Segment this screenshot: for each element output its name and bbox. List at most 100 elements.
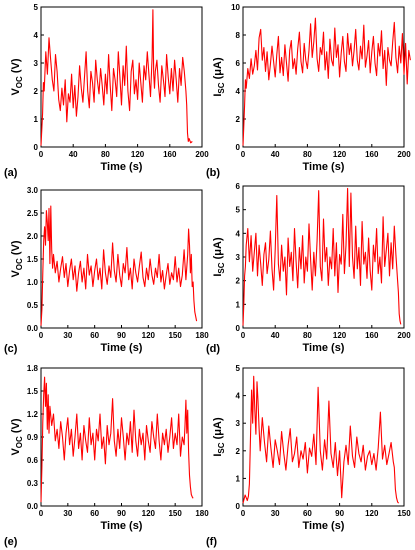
chart-panel: 0 30 60 90 120 150 180 0.0 0.3 0.6 0.9 1.2 1.5 1.8 Tim… <box>4 364 209 548</box>
series-line <box>242 375 400 504</box>
y-tick-label: 0.0 <box>27 324 39 333</box>
series-line <box>242 187 402 326</box>
y-tick-label: 3 <box>236 419 241 428</box>
y-tick-label: 0 <box>34 143 39 152</box>
x-tick-label: 120 <box>365 509 379 518</box>
y-tick-label: 3 <box>236 253 241 262</box>
x-tick-label: 200 <box>397 150 411 159</box>
y-tick-label: 0.9 <box>27 433 39 442</box>
x-tick-label: 90 <box>117 509 126 518</box>
panel-label: (a) <box>4 167 18 179</box>
chart-panel: 0 40 80 120 160 200 0 1 2 3 4 5 Time (s) VOC (V) (a) <box>4 3 209 179</box>
x-tick-label: 30 <box>271 509 280 518</box>
y-tick-label: 0 <box>236 324 241 333</box>
panel-label: (c) <box>4 343 18 355</box>
y-tick-label: 4 <box>236 87 241 96</box>
y-tick-label: 2.5 <box>27 209 39 218</box>
x-tick-label: 90 <box>117 331 126 340</box>
x-tick-label: 120 <box>142 331 156 340</box>
x-axis-title: Time (s) <box>101 520 143 532</box>
x-tick-label: 30 <box>63 509 72 518</box>
x-tick-label: 40 <box>271 150 280 159</box>
y-tick-label: 2 <box>34 87 39 96</box>
y-tick-label: 2.0 <box>27 232 39 241</box>
y-tick-label: 0 <box>236 502 241 511</box>
x-tick-label: 160 <box>163 150 177 159</box>
panel-label: (e) <box>4 536 18 548</box>
chart-panel: 0 30 60 90 120 150 180 0.0 0.5 1.0 1.5 2.0 2.5 3.0 Tim… <box>4 186 209 355</box>
y-tick-label: 5 <box>34 3 39 12</box>
y-tick-label: 1.2 <box>27 410 39 419</box>
y-tick-label: 1.5 <box>27 255 39 264</box>
x-tick-label: 80 <box>303 150 312 159</box>
x-tick-label: 180 <box>195 331 209 340</box>
y-tick-label: 0.6 <box>27 456 39 465</box>
y-tick-label: 1.5 <box>27 387 39 396</box>
y-axis-title: ISC (μA) <box>212 417 226 457</box>
y-tick-label: 0 <box>236 143 241 152</box>
y-tick-label: 0.3 <box>27 479 39 488</box>
x-tick-label: 0 <box>39 150 44 159</box>
x-axis-title: Time (s) <box>303 342 345 354</box>
y-tick-label: 1 <box>236 300 241 309</box>
y-tick-label: 3.0 <box>27 186 39 195</box>
series-line <box>40 376 194 503</box>
series-line <box>40 9 193 146</box>
panel-label: (b) <box>206 167 220 179</box>
y-axis-title: ISC (μA) <box>212 237 226 277</box>
y-tick-label: 6 <box>236 182 241 191</box>
x-tick-label: 180 <box>195 509 209 518</box>
x-tick-label: 120 <box>333 331 347 340</box>
y-tick-label: 1.0 <box>27 278 39 287</box>
x-tick-label: 40 <box>69 150 78 159</box>
y-tick-label: 2 <box>236 115 241 124</box>
chart-panel: 0 40 80 120 160 200 0 2 4 6 8 10 Time (s) ISC (μA) (b) <box>206 3 411 179</box>
x-tick-label: 0 <box>241 331 246 340</box>
x-axis-title: Time (s) <box>101 342 143 354</box>
chart-panel: 0 40 80 120 160 200 0 1 2 3 4 5 6 Time (s) ISC (μA) (d) <box>206 182 411 355</box>
panel-label: (d) <box>206 343 220 355</box>
y-axis-title: ISC (μA) <box>212 57 226 97</box>
x-tick-label: 90 <box>335 509 344 518</box>
plot-frame <box>40 189 203 329</box>
x-tick-label: 80 <box>303 331 312 340</box>
x-tick-label: 0 <box>241 150 246 159</box>
y-axis-title: VOC (V) <box>10 58 24 95</box>
y-tick-label: 5 <box>236 206 241 215</box>
x-tick-label: 60 <box>303 509 312 518</box>
y-tick-label: 4 <box>34 31 39 40</box>
x-tick-label: 0 <box>39 331 44 340</box>
chart-panel: 0 30 60 90 120 150 0 1 2 3 4 5 Time (s) ISC (μA) (f) <box>206 364 411 548</box>
x-axis-title: Time (s) <box>101 161 143 173</box>
plot-frame <box>242 367 405 507</box>
series-line <box>242 17 411 146</box>
y-tick-label: 4 <box>236 229 241 238</box>
y-tick-label: 6 <box>236 59 241 68</box>
y-tick-label: 2 <box>236 447 241 456</box>
x-tick-label: 60 <box>90 509 99 518</box>
y-tick-label: 2 <box>236 277 241 286</box>
panel-label: (f) <box>206 536 217 548</box>
x-tick-label: 30 <box>63 331 72 340</box>
series-line <box>40 205 198 326</box>
x-tick-label: 0 <box>39 509 44 518</box>
y-tick-label: 4 <box>236 392 241 401</box>
x-tick-label: 80 <box>101 150 110 159</box>
y-tick-label: 3 <box>34 59 39 68</box>
x-tick-label: 0 <box>241 509 246 518</box>
x-tick-label: 150 <box>168 331 182 340</box>
x-tick-label: 120 <box>142 509 156 518</box>
y-tick-label: 1.8 <box>27 364 39 373</box>
y-tick-label: 5 <box>236 364 241 373</box>
x-tick-label: 160 <box>365 331 379 340</box>
y-axis-title: VOC (V) <box>10 240 24 277</box>
y-tick-label: 1 <box>34 115 39 124</box>
y-tick-label: 1 <box>236 474 241 483</box>
y-axis-title: VOC (V) <box>10 418 24 455</box>
x-tick-label: 200 <box>397 331 411 340</box>
x-tick-label: 160 <box>365 150 379 159</box>
x-axis-title: Time (s) <box>303 520 345 532</box>
x-tick-label: 200 <box>195 150 209 159</box>
y-tick-label: 0.0 <box>27 502 39 511</box>
